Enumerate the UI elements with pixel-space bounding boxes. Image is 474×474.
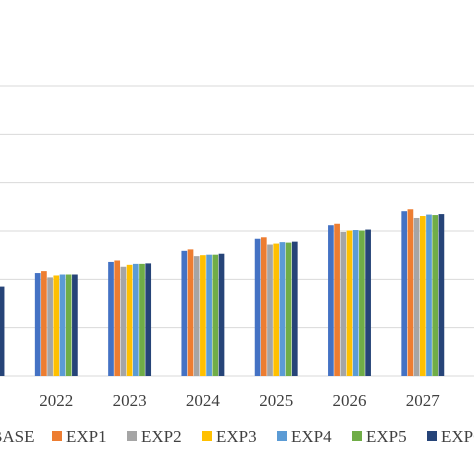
bar [65,274,72,376]
legend-swatch [202,431,212,441]
legend-swatch [127,431,137,441]
bar [260,237,267,376]
bar [114,260,121,376]
bar [419,216,426,376]
bar [34,273,41,376]
x-tick-label: 2023 [113,391,147,410]
bar [120,266,127,376]
legend-swatch [352,431,362,441]
legend-label: EXP5 [366,427,407,446]
bar [291,241,298,376]
bar [72,274,78,376]
legend-swatch [52,431,62,441]
bar [139,263,145,376]
bar [200,255,206,376]
bar [413,217,420,376]
bar [145,263,152,376]
bar [267,244,273,376]
legend-label: BASE [0,427,34,446]
legend-label: EXP3 [216,427,257,446]
x-tick-label: 2024 [186,391,221,410]
bar [206,254,212,376]
bar [59,274,66,376]
bar [352,230,359,376]
bar [41,271,47,376]
bar [273,243,280,376]
legend-swatch [277,431,287,441]
bar [47,277,53,376]
bar [126,264,133,376]
x-axis-tick-labels: 20212022202320242025202620272028 [39,391,441,410]
bar [285,242,292,376]
gridlines [0,85,474,377]
bar [438,214,445,376]
legend-label: EXP4 [291,427,332,446]
legend-label: EXP6 [441,427,474,446]
x-tick-label: 2027 [406,391,441,410]
bar [359,230,365,376]
x-tick-label: 2025 [259,391,293,410]
bar [328,225,334,376]
bar [340,231,347,376]
bars [0,209,445,376]
bar [108,261,114,376]
bar [181,250,188,376]
bar [254,238,261,376]
bar [53,275,60,376]
bar [132,263,139,376]
bar [334,223,340,376]
bar [407,209,414,376]
legend: BASE EXP1 EXP2 EXP3 EXP4 EXP5 EXP6 [0,427,474,446]
bar [426,214,432,376]
bar [401,211,408,376]
bar [346,230,353,376]
bar [187,249,194,376]
legend-swatch [427,431,437,441]
x-tick-label: 2022 [39,391,73,410]
bar [212,254,219,376]
bar [279,242,286,376]
bar [193,256,200,376]
bar [365,229,371,376]
legend-label: EXP2 [141,427,182,446]
legend-label: EXP1 [66,427,107,446]
bar [432,215,439,376]
bar [0,286,5,376]
x-tick-label: 2026 [333,391,367,410]
bar [218,253,225,376]
